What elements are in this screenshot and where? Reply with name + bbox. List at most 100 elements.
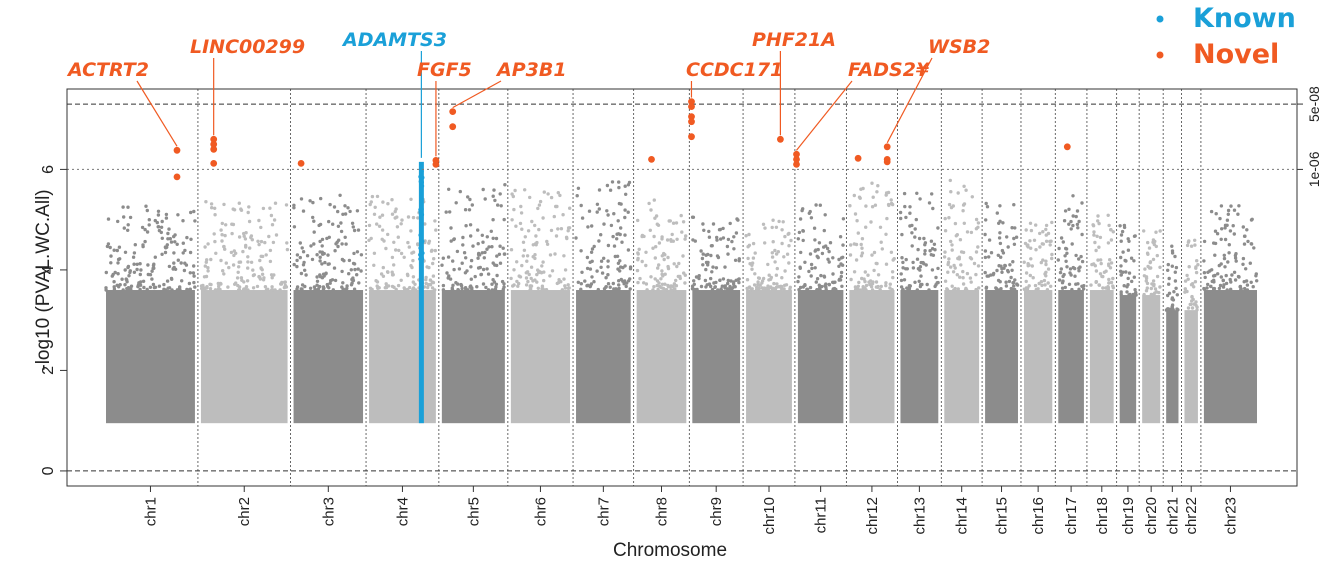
snp-point [678, 274, 682, 279]
snp-point [230, 231, 234, 236]
snp-point [797, 275, 801, 279]
snp-point [1189, 302, 1193, 307]
snp-point [957, 255, 961, 259]
snp-point [640, 259, 644, 264]
snp-point [1045, 288, 1050, 292]
snp-point [626, 183, 631, 187]
snp-point [1012, 236, 1016, 241]
snp-point [213, 239, 217, 244]
snp-point [232, 253, 236, 258]
snp-point [192, 280, 196, 285]
snp-point [328, 202, 332, 207]
snp-point [1048, 243, 1052, 247]
snp-point [128, 215, 133, 220]
snp-point [318, 222, 323, 227]
snp-point [246, 210, 250, 215]
snp-point [257, 218, 261, 223]
dense-band-chr1 [106, 290, 195, 424]
snp-point [1109, 228, 1113, 232]
snp-point [239, 276, 244, 280]
snp-point [869, 220, 873, 224]
snp-point [823, 213, 827, 217]
snp-point [657, 281, 661, 285]
snp-point [1225, 218, 1230, 222]
snp-point [822, 245, 826, 249]
snp-point [183, 261, 187, 265]
right-tick-label: 1e-06 [1306, 151, 1322, 187]
snp-point [899, 216, 903, 221]
snp-point [860, 251, 865, 255]
snp-point [1077, 219, 1081, 224]
snp-point [1222, 283, 1226, 287]
snp-point [353, 267, 357, 272]
snp-point [595, 202, 600, 206]
snp-point [585, 255, 590, 260]
snp-point [1209, 284, 1213, 289]
snp-point [1187, 239, 1191, 243]
snp-point [1248, 261, 1253, 265]
known-point [418, 233, 423, 237]
snp-point [138, 287, 142, 292]
snp-point [124, 277, 128, 281]
snp-point [1151, 238, 1156, 242]
snp-point [879, 240, 883, 244]
snp-point [737, 280, 741, 285]
snp-point [545, 239, 549, 244]
snp-point [156, 209, 161, 213]
snp-point [1107, 223, 1111, 228]
snp-point [766, 262, 770, 267]
snp-point [515, 260, 519, 264]
snp-point [411, 215, 416, 220]
snp-point [579, 282, 583, 286]
snp-point [485, 247, 489, 251]
snp-point [242, 231, 246, 236]
snp-point [929, 253, 933, 257]
snp-point [1026, 286, 1030, 290]
snp-point [1227, 243, 1232, 247]
snp-point [468, 223, 473, 227]
snp-point [655, 222, 659, 226]
snp-point [1221, 278, 1226, 283]
snp-point [636, 252, 640, 256]
snp-point [1028, 239, 1032, 243]
snp-point [915, 191, 919, 195]
highlighted-point-chr11 [793, 161, 800, 168]
snp-point [1205, 286, 1209, 290]
snp-point [936, 226, 940, 230]
snp-point [1119, 233, 1124, 237]
snp-point [891, 275, 895, 280]
snp-point [1042, 278, 1047, 283]
snp-point [384, 285, 389, 290]
snp-point [172, 251, 176, 255]
snp-point [1065, 251, 1069, 255]
snp-point [448, 277, 453, 281]
chromosome-points-chr5 [440, 183, 507, 424]
snp-point [1154, 290, 1159, 294]
snp-point [617, 288, 621, 292]
snp-point [1064, 259, 1068, 263]
snp-point [585, 266, 590, 271]
snp-point [251, 286, 256, 290]
snp-point [1096, 219, 1100, 223]
snp-point [559, 227, 564, 231]
snp-point [616, 219, 620, 223]
snp-point [585, 284, 589, 288]
snp-point [449, 226, 453, 230]
chromosome-points-chr2 [199, 200, 290, 424]
snp-point [1190, 306, 1195, 310]
snp-point [471, 244, 475, 248]
snp-point [352, 262, 357, 266]
snp-point [512, 207, 516, 212]
snp-point [1252, 246, 1256, 250]
snp-point [244, 243, 248, 248]
snp-point [624, 192, 628, 196]
snp-point [126, 223, 130, 227]
snp-point [879, 284, 883, 289]
snp-point [1033, 283, 1038, 288]
snp-point [219, 258, 223, 263]
snp-point [441, 283, 446, 288]
snp-point [1146, 240, 1150, 245]
snp-point [943, 216, 947, 221]
snp-point [884, 232, 888, 236]
chromosome-points-chr8 [635, 198, 688, 424]
